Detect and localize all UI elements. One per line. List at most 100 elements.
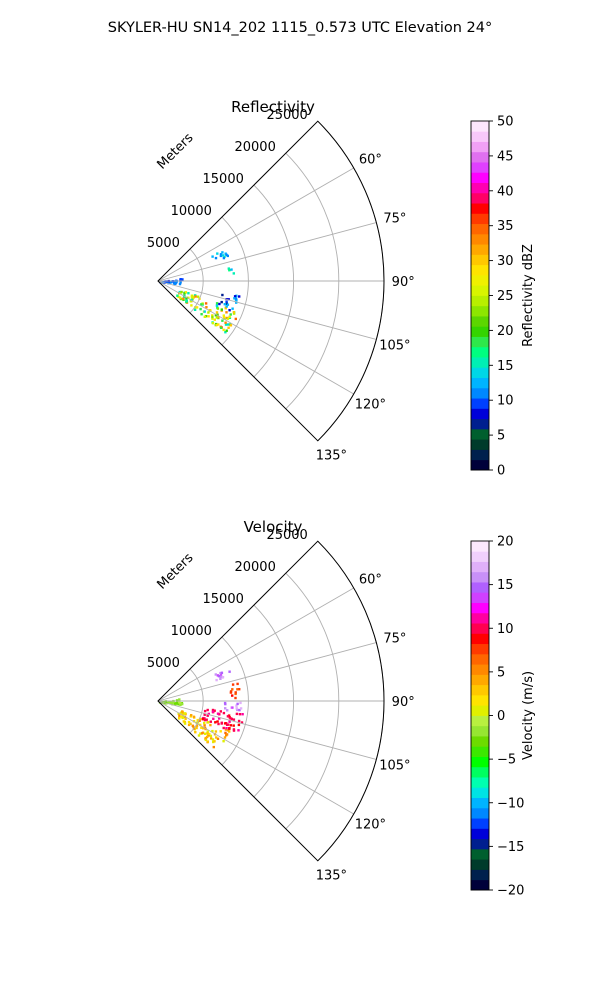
echo-gate (179, 281, 182, 284)
colorbar-band (471, 346, 489, 358)
echo-gate (235, 294, 238, 297)
echo-gate (203, 721, 206, 725)
colorbar-band (471, 715, 489, 727)
colorbar-band (471, 367, 489, 379)
echo-gate (215, 302, 219, 305)
echo-gate (220, 675, 223, 678)
colorbar-tick-label: −10 (497, 796, 524, 811)
echo-gate (235, 707, 238, 710)
colorbar-band (471, 541, 489, 552)
echo-gate (206, 708, 209, 712)
echo-gate (227, 323, 230, 326)
colorbar-band (471, 777, 489, 788)
echo-gate (204, 732, 207, 735)
echo-gate (181, 710, 184, 713)
echo-gate (214, 721, 217, 724)
echo-gate (178, 698, 181, 701)
echo-gate (206, 732, 209, 735)
echo-gate (174, 282, 177, 285)
colorbar-band (471, 254, 489, 266)
azimuth-spoke (157, 700, 354, 815)
colorbar-band (471, 736, 489, 747)
echo-gate (211, 710, 215, 714)
theta-tick-label: 120° (355, 398, 386, 413)
theta-tick-label: 135° (316, 448, 347, 463)
echo-gate (232, 729, 236, 732)
colorbar-tick-label: 50 (497, 115, 514, 130)
colorbar-band (471, 151, 489, 163)
colorbar-band (471, 295, 489, 307)
echo-gate (179, 297, 182, 301)
echo-gate (177, 701, 180, 704)
echo-gate (189, 722, 192, 725)
colorbar-label: Velocity (m/s) (521, 671, 536, 760)
echo-gate (219, 326, 223, 329)
echo-gate (232, 312, 236, 315)
echo-gate (222, 711, 226, 715)
echo-gate (224, 728, 228, 731)
colorbar-band (471, 203, 489, 214)
echo-gate (240, 721, 244, 724)
colorbar-band (471, 694, 489, 706)
radial-tick-label: 15000 (203, 172, 244, 187)
echo-gate (231, 706, 234, 709)
echo-gate (180, 290, 183, 294)
echo-gate (184, 291, 188, 294)
echo-gate (204, 736, 208, 740)
echo-gate (211, 315, 214, 319)
echo-gate (215, 311, 219, 314)
echo-gate (218, 302, 221, 306)
echo-gate (226, 254, 229, 258)
colorbar-tick-label: 30 (497, 254, 514, 269)
colorbar-tick-label: 40 (497, 184, 514, 199)
echo-gate (192, 720, 196, 723)
echo-gate (236, 682, 239, 686)
colorbar-tick-label: 5 (497, 665, 505, 680)
echo-gate (236, 702, 239, 706)
echo-gate (189, 300, 192, 303)
echo-gate (206, 714, 209, 717)
echo-gate (237, 719, 241, 723)
theta-tick-label: 120° (355, 818, 386, 833)
echo-gate (231, 683, 235, 686)
echo-gate (207, 311, 210, 314)
echo-gate (223, 303, 226, 306)
colorbar-band (471, 223, 489, 235)
colorbar-band (471, 398, 489, 409)
echo-gate (212, 740, 215, 744)
azimuth-spoke (157, 280, 377, 340)
theta-tick-label: 90° (392, 695, 415, 710)
echo-gate (231, 694, 234, 697)
echo-gate (183, 712, 187, 715)
echo-gate (175, 702, 179, 705)
echo-gate (202, 727, 205, 730)
echo-gate (228, 727, 231, 730)
echo-gate (209, 737, 213, 740)
echo-gate (241, 713, 244, 716)
echo-gate (234, 692, 237, 696)
echo-gate (183, 721, 186, 724)
echo-gate (221, 254, 225, 257)
colorbar-band (471, 592, 489, 603)
echo-gate (235, 298, 238, 302)
theta-tick-label: 105° (379, 758, 410, 773)
velocity-panel: Velocity 60° 75° 90° 105° 120° 135° 5000 10000 15… (147, 518, 536, 899)
echo-gate (229, 724, 233, 727)
echo-gate (179, 703, 182, 706)
colorbar-band (471, 623, 489, 634)
echo-gate (206, 730, 209, 733)
radial-tick-label: 10000 (171, 624, 212, 639)
echo-gate (224, 331, 227, 334)
echo-gate (229, 313, 232, 316)
echo-gate (224, 307, 227, 310)
radial-tick-label: 5000 (147, 236, 180, 251)
colorbar-band (471, 233, 489, 245)
echo-gate (203, 310, 206, 313)
colorbar-band (471, 807, 489, 819)
echo-gate (219, 254, 223, 258)
colorbar-tick-label: 5 (497, 429, 505, 444)
echo-gate (191, 294, 194, 297)
echo-gate (226, 715, 230, 718)
theta-tick-label: 75° (383, 632, 406, 647)
echo-gate (185, 299, 188, 303)
